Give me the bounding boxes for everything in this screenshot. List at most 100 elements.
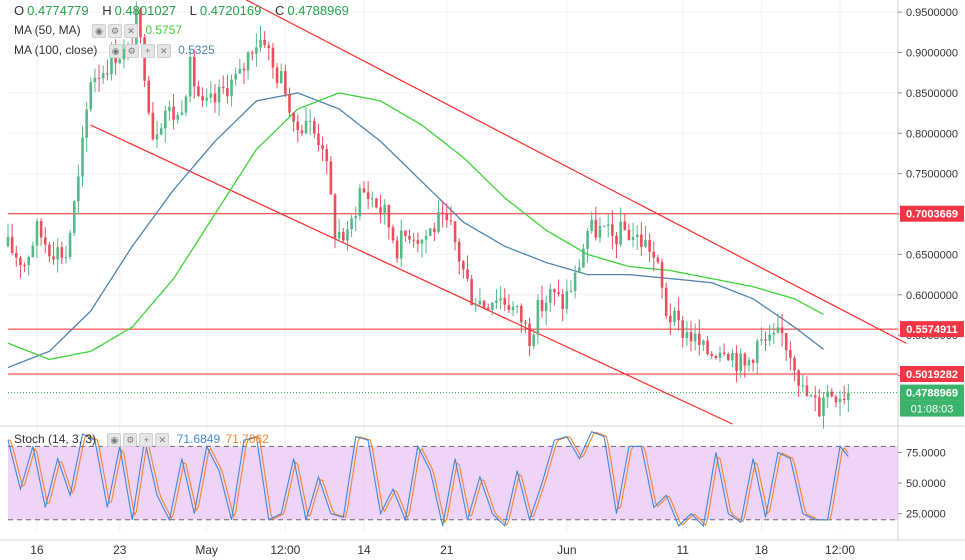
- close-icon[interactable]: ✕: [156, 44, 171, 59]
- candle: [201, 87, 204, 108]
- candle-body: [35, 221, 39, 246]
- candle-body: [416, 240, 420, 244]
- candle: [648, 233, 651, 263]
- candle-body: [714, 355, 718, 358]
- candle-body: [664, 287, 668, 316]
- candle: [101, 65, 105, 84]
- candle-body: [805, 385, 809, 397]
- candle: [520, 303, 523, 333]
- candle-body: [598, 225, 602, 238]
- plus-icon[interactable]: +: [139, 433, 154, 448]
- candle-body: [321, 145, 324, 150]
- settings-icon[interactable]: ⚙: [124, 44, 139, 59]
- ma50-legend[interactable]: MA (50, MA) ◉ ⚙ ✕ 0.5757: [14, 23, 182, 39]
- candle: [263, 31, 266, 48]
- candle-body: [648, 239, 651, 252]
- candle: [619, 207, 622, 248]
- candle: [553, 288, 556, 306]
- time-tick-label: 12:00: [270, 543, 300, 557]
- eye-icon[interactable]: ◉: [108, 44, 123, 59]
- candle: [743, 352, 747, 378]
- stoch-k-value: 71.6849: [176, 432, 221, 446]
- candle: [143, 33, 146, 88]
- candle: [702, 339, 705, 351]
- candle-body: [230, 79, 233, 97]
- candle: [155, 120, 159, 148]
- candle: [250, 50, 254, 61]
- candle: [192, 49, 196, 99]
- candle-body: [19, 257, 22, 265]
- close-icon[interactable]: ✕: [124, 24, 139, 39]
- open-value: 0.4774779: [27, 3, 89, 18]
- candle-body: [747, 359, 751, 366]
- candle: [433, 222, 436, 242]
- plus-icon[interactable]: +: [140, 44, 155, 59]
- candle: [205, 88, 208, 107]
- candle-body: [325, 149, 329, 162]
- candle: [561, 289, 564, 322]
- candle: [499, 286, 502, 310]
- candle-body: [168, 106, 171, 111]
- candle-body: [275, 67, 279, 84]
- candle: [420, 239, 424, 258]
- candle: [631, 222, 635, 248]
- candle-body: [197, 86, 200, 97]
- candle-body: [619, 221, 622, 245]
- time-tick-label: Jun: [557, 543, 576, 557]
- candle-body: [201, 96, 204, 101]
- candle: [491, 302, 494, 316]
- ma100-legend[interactable]: MA (100, close) ◉ ⚙ + ✕ 0.5325: [14, 43, 215, 59]
- candle-body: [561, 294, 564, 309]
- candle: [48, 242, 51, 263]
- candle-body: [395, 240, 399, 259]
- candle-body: [342, 231, 345, 241]
- candle: [35, 218, 39, 258]
- candle-body: [698, 333, 701, 345]
- candle: [797, 369, 800, 398]
- candle: [834, 394, 838, 408]
- candle: [793, 355, 796, 382]
- candle-body: [689, 332, 693, 342]
- settings-icon[interactable]: ⚙: [108, 24, 123, 39]
- candle: [321, 136, 324, 162]
- high-value: 0.4801027: [114, 3, 177, 18]
- candle-body: [548, 289, 552, 303]
- ma50-line: [7, 92, 824, 361]
- current-price-tag: 0.4788969: [900, 384, 964, 401]
- candle-body: [387, 204, 391, 228]
- candle: [515, 305, 519, 314]
- candle-body: [743, 353, 747, 366]
- eye-icon[interactable]: ◉: [107, 433, 122, 448]
- candle-body: [101, 73, 105, 79]
- candle-body: [317, 133, 320, 146]
- candle-body: [726, 354, 730, 361]
- candle-body: [118, 59, 122, 63]
- candle: [507, 294, 511, 314]
- candle: [495, 289, 498, 309]
- countdown-text: 01:08:03: [911, 404, 954, 416]
- candle-body: [486, 307, 490, 310]
- candle: [548, 283, 552, 313]
- stoch-tick-label: 25.0000: [906, 509, 946, 521]
- candle-body: [478, 300, 482, 305]
- stoch-legend[interactable]: Stoch (14, 3, 3) ◉ ⚙ + ✕ 71.6849 71.7062: [14, 432, 269, 448]
- candle: [139, 7, 142, 44]
- candle: [611, 210, 614, 250]
- candle-body: [110, 50, 113, 75]
- candle-body: [159, 128, 163, 135]
- ma50-label: MA (50, MA): [14, 23, 81, 37]
- candle: [437, 200, 440, 234]
- close-icon[interactable]: ✕: [155, 433, 170, 448]
- settings-icon[interactable]: ⚙: [123, 433, 138, 448]
- eye-icon[interactable]: ◉: [92, 24, 107, 39]
- candle: [85, 102, 88, 152]
- candle-body: [760, 339, 763, 341]
- candle: [582, 244, 585, 269]
- candle-body: [764, 339, 767, 341]
- candle: [308, 109, 312, 136]
- candle-body: [176, 114, 180, 120]
- low-value: 0.4720169: [199, 3, 262, 18]
- candle: [503, 288, 507, 311]
- stoch-controls: ◉ ⚙ + ✕: [107, 432, 171, 448]
- candle: [412, 232, 415, 248]
